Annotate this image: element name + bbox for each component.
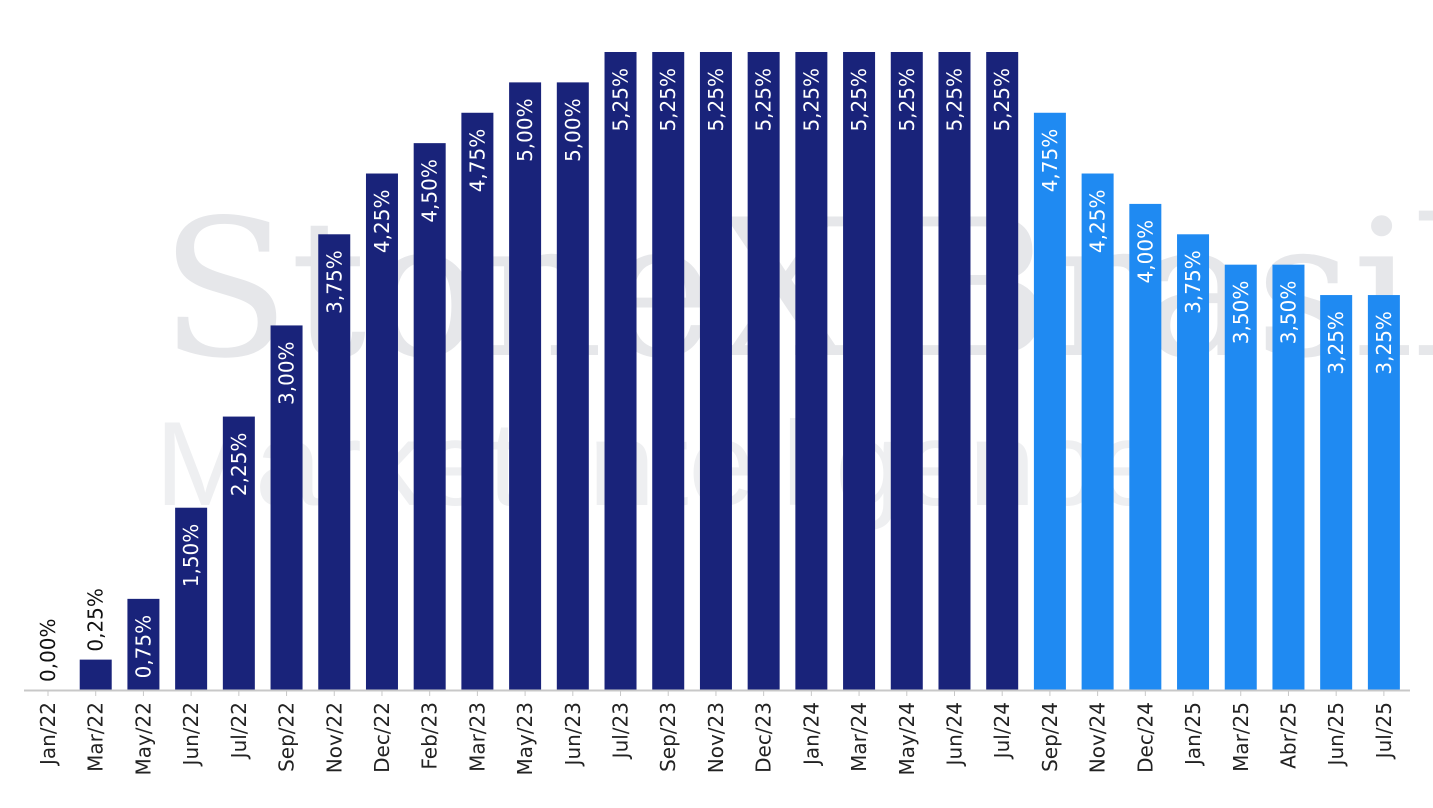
bar-value-label: 5,25% [752, 68, 776, 132]
x-axis-tick-label: Jun/22 [179, 702, 203, 767]
x-axis-tick-label: May/24 [895, 702, 919, 776]
bar-value-label: 5,25% [656, 68, 680, 132]
bar [1177, 234, 1210, 691]
bar-value-label: 3,00% [275, 341, 299, 405]
bar [1320, 295, 1353, 690]
bar-value-label: 4,25% [1086, 190, 1110, 254]
bar [1081, 173, 1114, 690]
bar [986, 52, 1019, 690]
bar-value-label: 5,25% [799, 68, 823, 132]
bar-value-label: 5,25% [704, 68, 728, 132]
bar [843, 52, 876, 690]
x-axis-tick-label: Nov/22 [322, 702, 346, 773]
x-axis-tick-label: Jul/24 [990, 702, 1014, 760]
x-axis-tick-label: Abr/25 [1276, 702, 1300, 769]
bar-value-label: 3,50% [1229, 281, 1253, 345]
x-axis-ticks [47, 690, 1385, 696]
bar-value-label: 3,25% [1324, 311, 1348, 375]
x-axis-tick-label: Dec/22 [370, 702, 394, 773]
bar [270, 325, 303, 690]
bar [699, 52, 732, 690]
bar-value-label: 4,50% [418, 159, 442, 223]
bar-value-label: 1,50% [179, 524, 203, 588]
bar-value-label: 2,25% [227, 433, 251, 497]
bar [1367, 295, 1400, 690]
bar-value-label: 5,25% [942, 68, 966, 132]
bar-value-label: 5,25% [990, 68, 1014, 132]
bar-labels-group: 0,00% 0,25% 0,75% 1,50% 2,25% 3,00% 3,75% 4,25%… [36, 68, 1396, 682]
bar-value-label: 4,25% [370, 190, 394, 254]
x-axis-tick-label: Nov/24 [1086, 702, 1110, 773]
x-axis-tick-label: Jun/24 [942, 702, 966, 767]
x-axis-tick-label: Mar/22 [84, 702, 108, 772]
bar-value-label: 3,75% [1181, 250, 1205, 314]
bar-value-label: 5,25% [847, 68, 871, 132]
bar [747, 52, 780, 690]
x-axis-tick-label: Nov/23 [704, 702, 728, 773]
bar-value-label: 5,00% [561, 98, 585, 162]
bar [1129, 203, 1162, 690]
x-axis-tick-label: Jun/23 [561, 702, 585, 767]
bar-value-label: 3,25% [1372, 311, 1396, 375]
x-axis-tick-label: Feb/23 [418, 702, 442, 770]
bar [509, 82, 542, 690]
bar [1033, 112, 1066, 690]
x-axis-tick-labels: Jan/22 Mar/22 May/22 Jun/22 Jul/22 Sep/22 Nov/… [36, 702, 1396, 776]
bar [175, 507, 208, 690]
x-axis-tick-label: Jul/22 [227, 702, 251, 760]
bars-group [79, 52, 1400, 691]
bar [1272, 264, 1305, 690]
bar [652, 52, 685, 690]
bar [365, 173, 398, 690]
x-axis-tick-label: Dec/24 [1133, 702, 1157, 773]
x-axis-tick-label: Mar/24 [847, 702, 871, 772]
x-axis-tick-label: Jul/23 [609, 702, 633, 760]
bar-value-label: 4,00% [1133, 220, 1157, 284]
x-axis-tick-label: Jan/25 [1181, 702, 1205, 767]
bar [890, 52, 923, 690]
x-axis-tick-label: May/23 [513, 702, 537, 776]
bar-value-label: 4,75% [1038, 129, 1062, 193]
x-axis-tick-label: Sep/23 [656, 702, 680, 772]
bar-value-label: 0,25% [84, 588, 108, 652]
bar-value-label: 5,25% [609, 68, 633, 132]
bar [604, 52, 637, 690]
bar-value-label: 3,50% [1276, 281, 1300, 345]
bar [1224, 264, 1257, 690]
bar-value-label: 3,75% [322, 250, 346, 314]
x-axis-tick-label: May/22 [131, 702, 155, 776]
x-axis-tick-label: Sep/22 [275, 702, 299, 772]
bar [79, 659, 112, 690]
bar [318, 234, 351, 691]
bar-value-label: 5,25% [895, 68, 919, 132]
bar [461, 112, 494, 690]
x-axis-tick-label: Mar/23 [465, 702, 489, 772]
bar-value-label: 4,75% [465, 129, 489, 193]
x-axis-tick-label: Jan/22 [36, 702, 60, 767]
bar [795, 52, 828, 690]
x-axis-tick-label: Jul/25 [1372, 702, 1396, 760]
bar-value-label: 0,75% [131, 615, 155, 679]
x-axis-tick-label: Jan/24 [799, 702, 823, 767]
bar [127, 598, 160, 690]
x-axis-tick-label: Sep/24 [1038, 702, 1062, 772]
bar [222, 416, 255, 690]
x-axis-tick-label: Mar/25 [1229, 702, 1253, 772]
bar [556, 82, 589, 690]
x-axis-tick-label: Jun/25 [1324, 702, 1348, 767]
bar [413, 143, 446, 690]
x-axis-tick-label: Dec/23 [752, 702, 776, 773]
bar-value-label: 5,00% [513, 98, 537, 162]
bar [938, 52, 971, 690]
bar-value-label: 0,00% [36, 618, 60, 682]
